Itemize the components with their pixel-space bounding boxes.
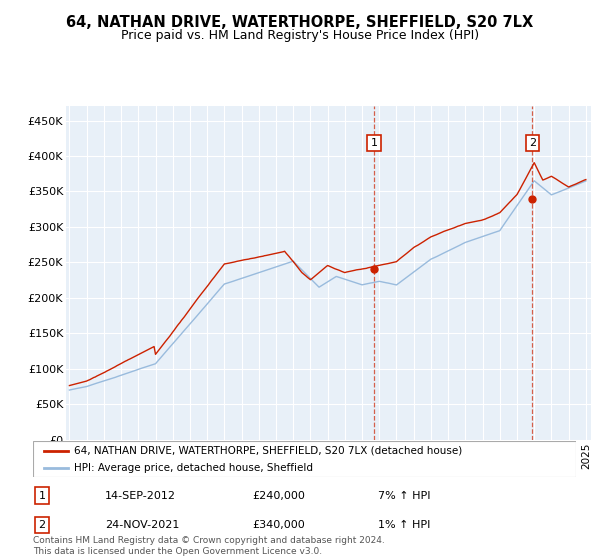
Text: 24-NOV-2021: 24-NOV-2021 xyxy=(105,520,179,530)
Text: 64, NATHAN DRIVE, WATERTHORPE, SHEFFIELD, S20 7LX: 64, NATHAN DRIVE, WATERTHORPE, SHEFFIELD… xyxy=(67,15,533,30)
Text: 2: 2 xyxy=(529,138,536,148)
Text: Contains HM Land Registry data © Crown copyright and database right 2024.
This d: Contains HM Land Registry data © Crown c… xyxy=(33,536,385,556)
Text: 14-SEP-2012: 14-SEP-2012 xyxy=(105,491,176,501)
Text: 64, NATHAN DRIVE, WATERTHORPE, SHEFFIELD, S20 7LX (detached house): 64, NATHAN DRIVE, WATERTHORPE, SHEFFIELD… xyxy=(74,446,462,456)
Text: 1% ↑ HPI: 1% ↑ HPI xyxy=(378,520,430,530)
Text: 2: 2 xyxy=(38,520,46,530)
Text: HPI: Average price, detached house, Sheffield: HPI: Average price, detached house, Shef… xyxy=(74,463,313,473)
Text: £340,000: £340,000 xyxy=(252,520,305,530)
Text: 1: 1 xyxy=(38,491,46,501)
Text: 1: 1 xyxy=(371,138,377,148)
Text: Price paid vs. HM Land Registry's House Price Index (HPI): Price paid vs. HM Land Registry's House … xyxy=(121,29,479,42)
Text: 7% ↑ HPI: 7% ↑ HPI xyxy=(378,491,431,501)
Text: £240,000: £240,000 xyxy=(252,491,305,501)
